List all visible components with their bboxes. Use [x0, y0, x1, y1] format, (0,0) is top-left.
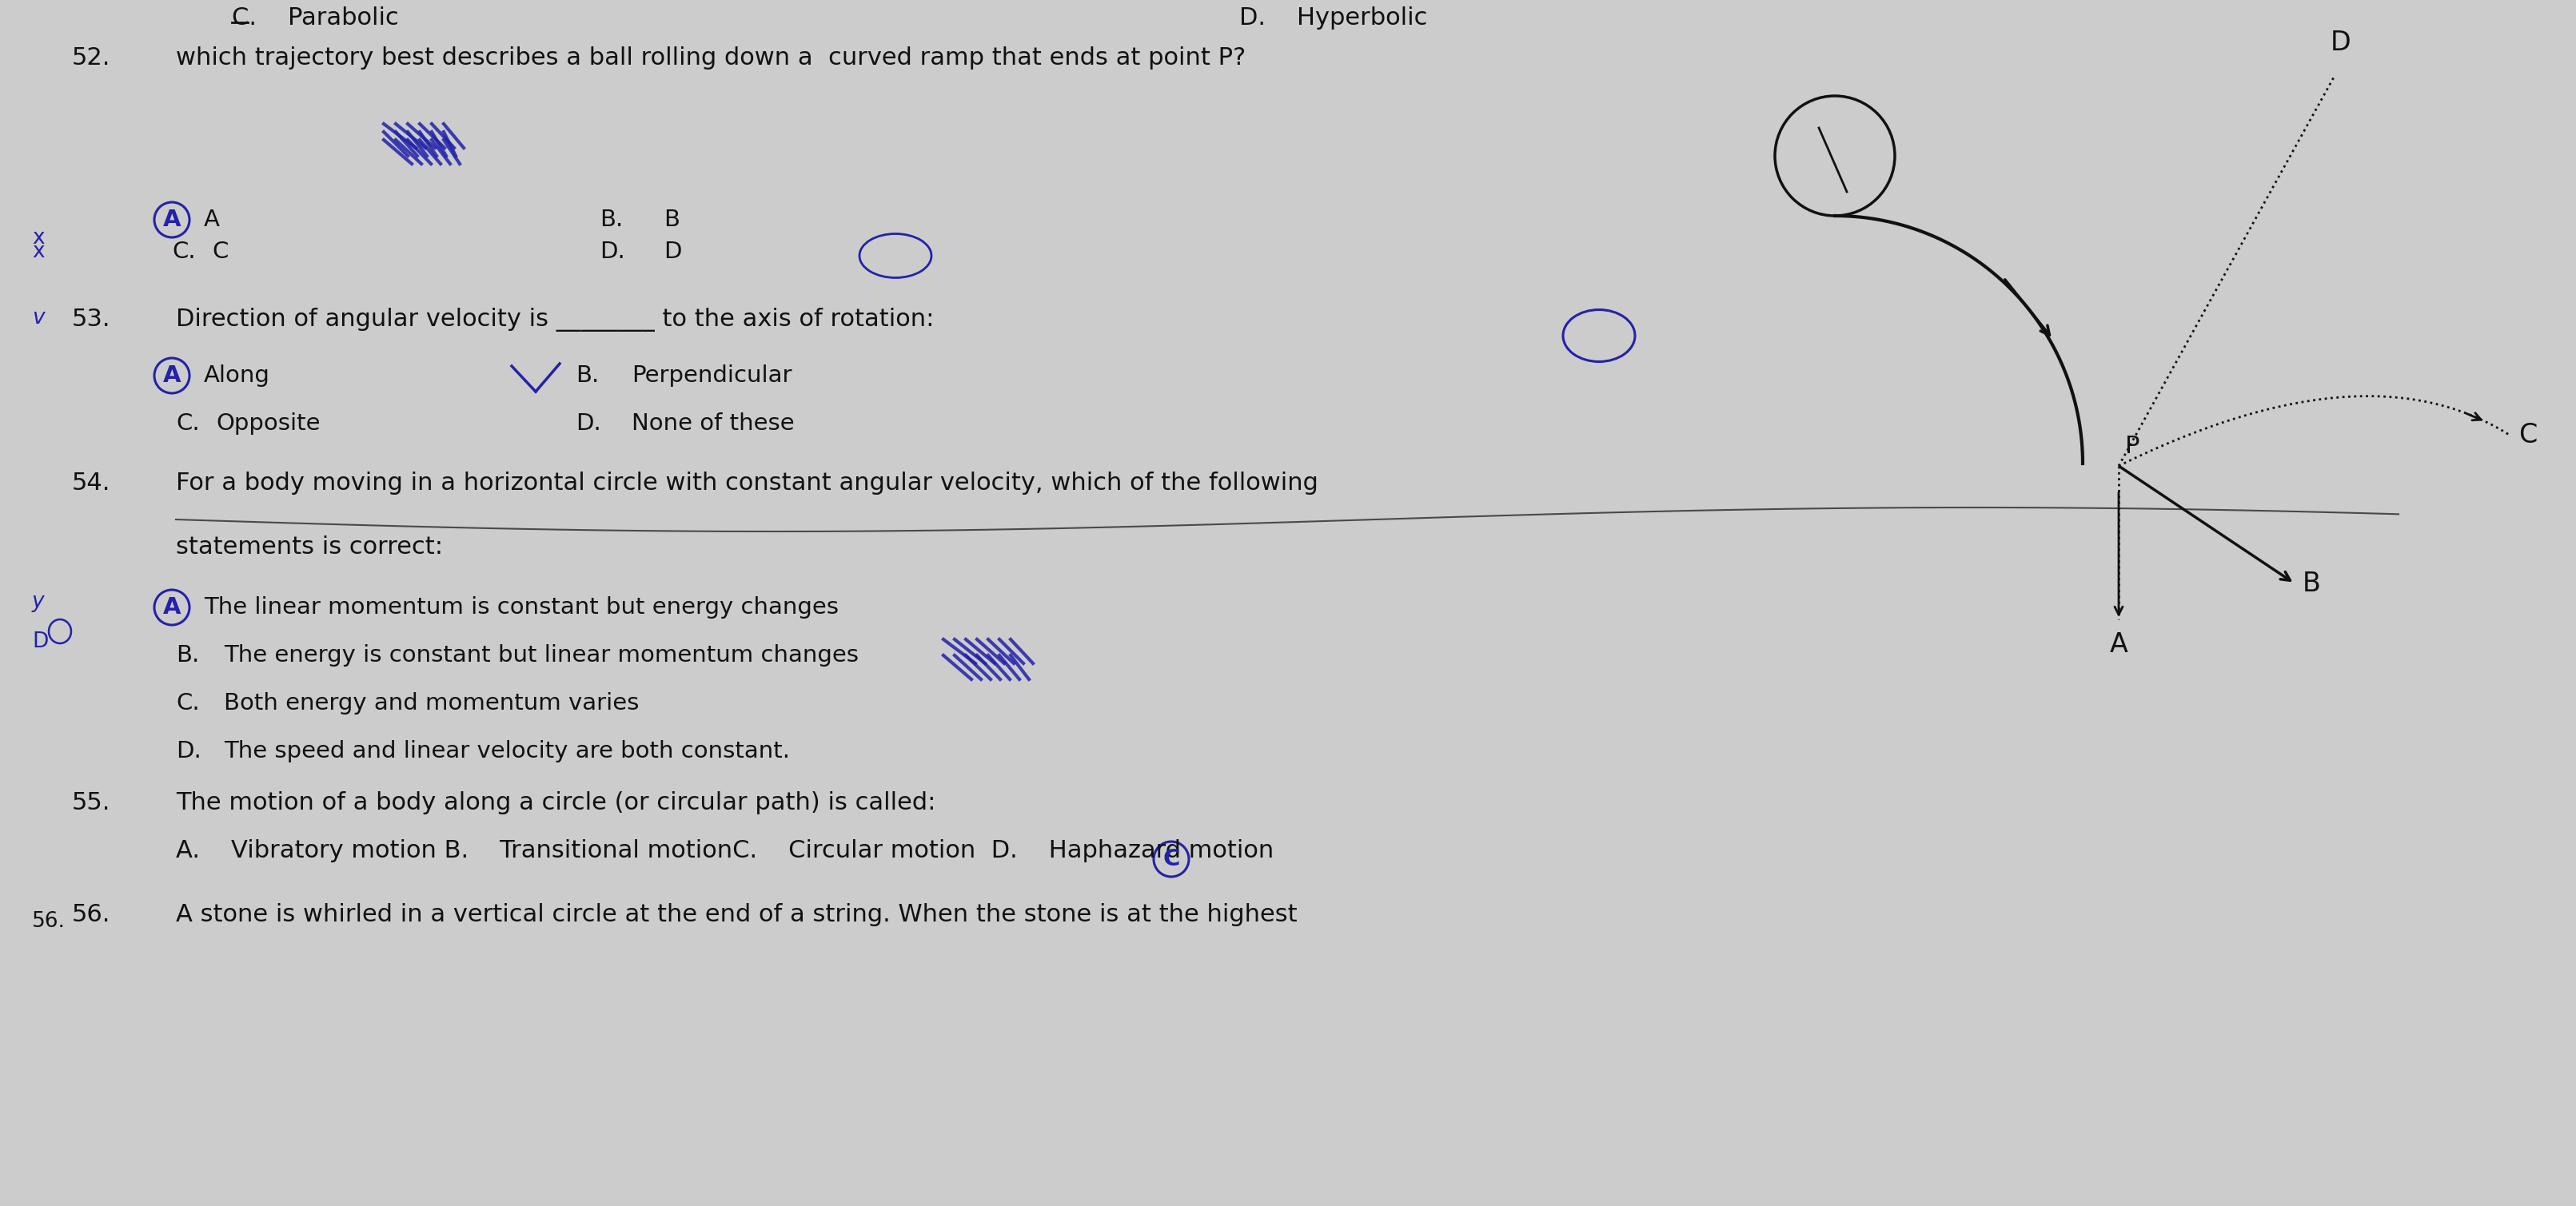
- Text: C: C: [211, 240, 229, 263]
- Text: P: P: [2125, 435, 2138, 458]
- Text: A stone is whirled in a vertical circle at the end of a string. When the stone i: A stone is whirled in a vertical circle …: [175, 903, 1296, 926]
- Text: For a body moving in a horizontal circle with constant angular velocity, which o: For a body moving in a horizontal circle…: [175, 472, 1319, 494]
- Text: 56.: 56.: [72, 903, 111, 926]
- Text: D.    Hyperbolic: D. Hyperbolic: [1239, 6, 1427, 30]
- Text: 56.: 56.: [31, 911, 64, 932]
- Text: A: A: [162, 364, 180, 387]
- Text: A.    Vibratory motion B.    Transitional motionC.    Circular motion  D.    Hap: A. Vibratory motion B. Transitional moti…: [175, 839, 1273, 862]
- Text: D.: D.: [574, 412, 600, 435]
- Text: y: y: [31, 591, 44, 613]
- Text: Perpendicular: Perpendicular: [631, 364, 791, 387]
- Text: 53.: 53.: [72, 308, 111, 330]
- Text: v: v: [31, 308, 44, 328]
- Text: Opposite: Opposite: [216, 412, 319, 435]
- Text: B: B: [665, 209, 680, 232]
- Text: B.: B.: [175, 644, 198, 667]
- Text: which trajectory best describes a ball rolling down a  curved ramp that ends at : which trajectory best describes a ball r…: [175, 46, 1244, 70]
- Text: C.: C.: [175, 692, 198, 714]
- Text: Along: Along: [204, 364, 270, 387]
- Text: The energy is constant but linear momentum changes: The energy is constant but linear moment…: [224, 644, 858, 667]
- Text: The linear momentum is constant but energy changes: The linear momentum is constant but ener…: [204, 596, 837, 619]
- Text: B.: B.: [574, 364, 598, 387]
- Text: A: A: [162, 596, 180, 619]
- Text: B.: B.: [600, 209, 623, 232]
- Text: C: C: [1162, 848, 1180, 871]
- Text: None of these: None of these: [631, 412, 793, 435]
- Text: D: D: [665, 240, 683, 263]
- Text: C.: C.: [175, 412, 198, 435]
- Text: C.: C.: [173, 240, 196, 263]
- Text: 52.: 52.: [72, 46, 111, 70]
- Text: D: D: [31, 632, 49, 652]
- Text: D.: D.: [600, 240, 626, 263]
- Text: The speed and linear velocity are both constant.: The speed and linear velocity are both c…: [224, 740, 791, 762]
- Text: x: x: [31, 228, 44, 248]
- Text: A: A: [2110, 632, 2128, 657]
- Text: x: x: [31, 241, 44, 262]
- Text: statements is correct:: statements is correct:: [175, 535, 443, 558]
- Text: B: B: [2303, 570, 2321, 597]
- Text: A: A: [162, 209, 180, 232]
- Text: C.    Parabolic: C. Parabolic: [232, 6, 399, 30]
- Text: Direction of angular velocity is ________ to the axis of rotation:: Direction of angular velocity is _______…: [175, 308, 935, 332]
- Text: A: A: [204, 209, 219, 232]
- Text: The motion of a body along a circle (or circular path) is called:: The motion of a body along a circle (or …: [175, 791, 935, 814]
- Text: D: D: [2329, 30, 2349, 55]
- Text: D.: D.: [175, 740, 201, 762]
- Text: 54.: 54.: [72, 472, 111, 494]
- Text: C: C: [2517, 422, 2537, 449]
- Text: 55.: 55.: [72, 791, 111, 814]
- Text: Both energy and momentum varies: Both energy and momentum varies: [224, 692, 639, 714]
